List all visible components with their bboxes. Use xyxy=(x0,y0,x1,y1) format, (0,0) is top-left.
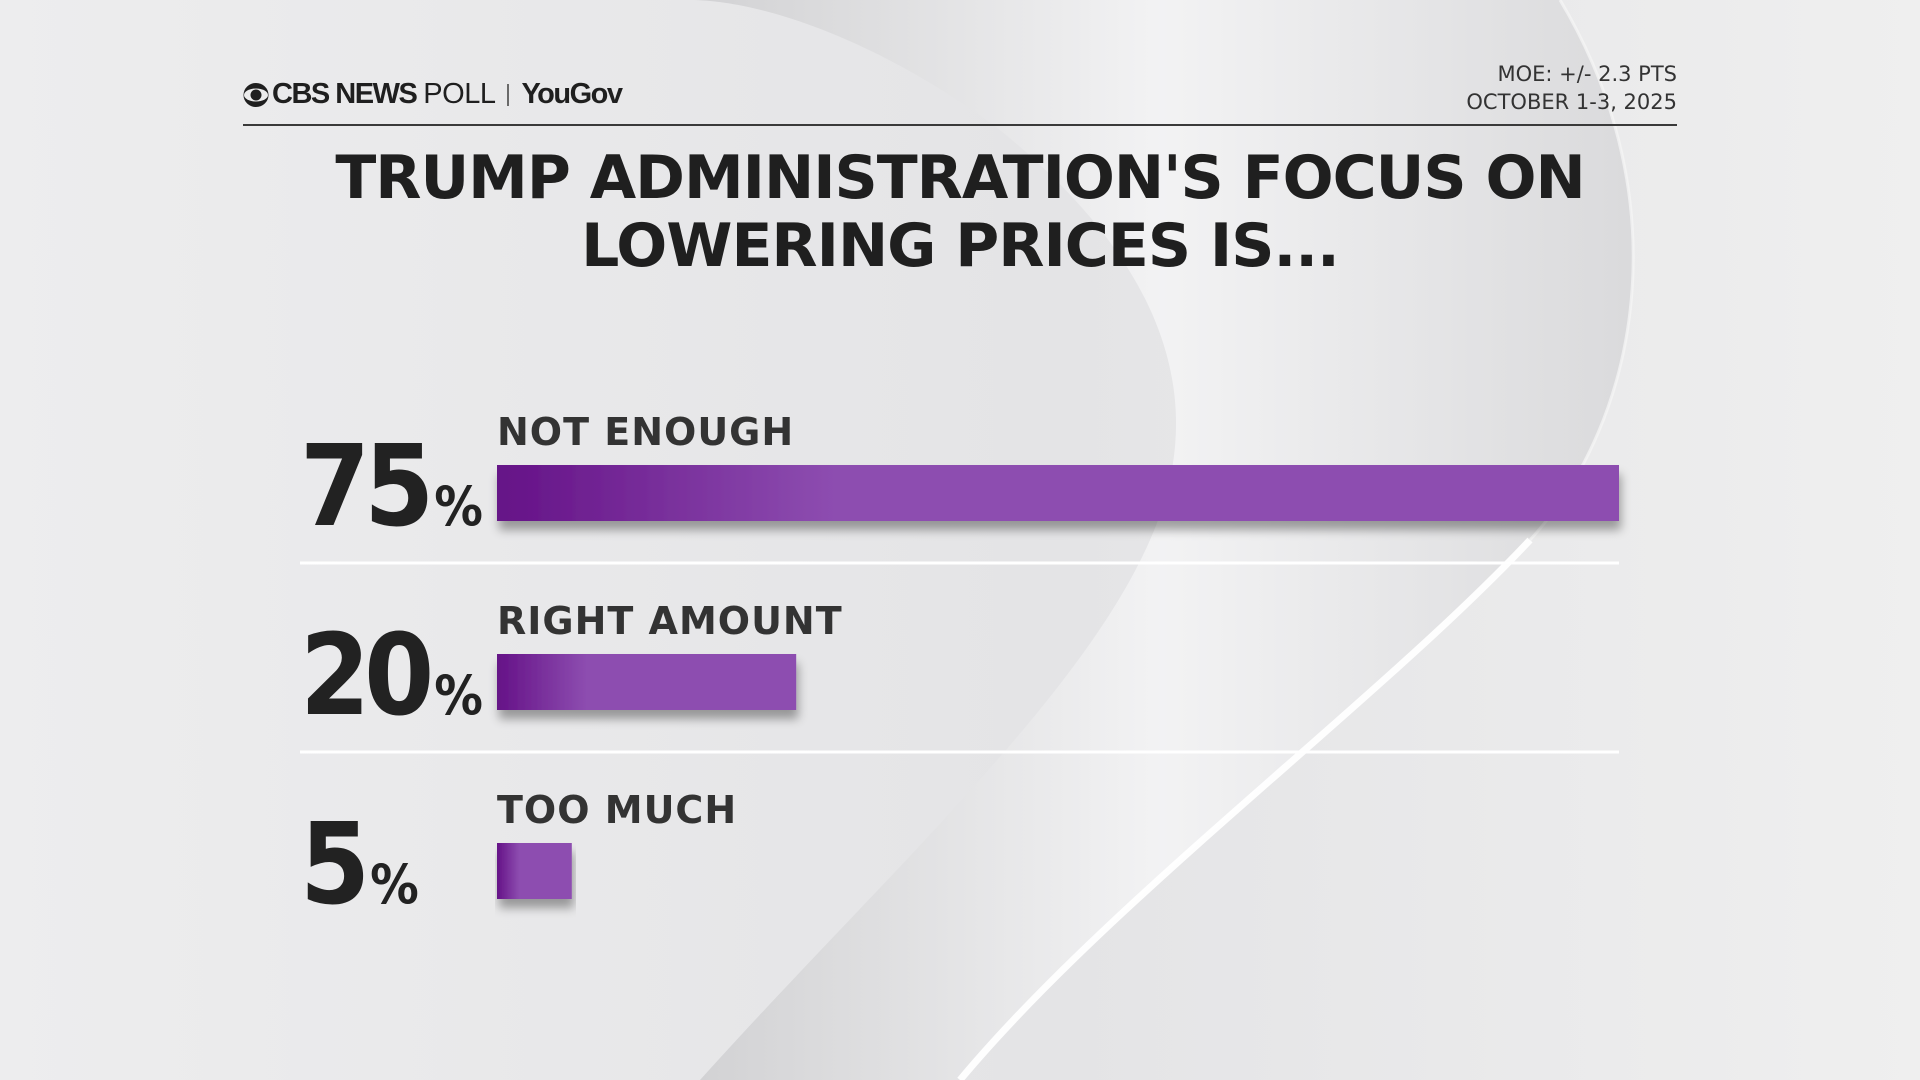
page-title: TRUMP ADMINISTRATION'S FOCUS ON LOWERING… xyxy=(243,144,1677,280)
poll-dates: OCTOBER 1-3, 2025 xyxy=(1466,90,1677,114)
margin-of-error: MOE: +/- 2.3 PTS xyxy=(1497,62,1677,86)
value-label-not-enough: 75% xyxy=(300,422,482,552)
bar-not-enough xyxy=(497,465,1619,521)
value-label-too-much: 5% xyxy=(300,800,418,930)
poll-meta: MOE: +/- 2.3 PTS OCTOBER 1-3, 2025 xyxy=(1466,60,1677,116)
value-label-right-amount: 20% xyxy=(300,611,482,741)
brand-cbs-news: CBS NEWS xyxy=(272,78,418,110)
category-label-right-amount: RIGHT AMOUNT xyxy=(497,599,843,643)
bar-too-much xyxy=(497,843,572,899)
header: CBS NEWS POLL YouGov MOE: +/- 2.3 PTS OC… xyxy=(243,60,1677,126)
brand-logo: CBS NEWS POLL YouGov xyxy=(243,78,623,111)
category-label-too-much: TOO MUCH xyxy=(497,788,737,832)
title-line-2: LOWERING PRICES IS... xyxy=(581,211,1340,281)
brand-yougov: YouGov xyxy=(521,78,623,110)
cbs-eye-icon xyxy=(243,82,269,107)
category-label-not-enough: NOT ENOUGH xyxy=(497,410,794,454)
bar-right-amount xyxy=(497,654,797,710)
brand-divider xyxy=(507,83,510,106)
title-line-1: TRUMP ADMINISTRATION'S FOCUS ON xyxy=(335,143,1585,213)
brand-poll: POLL xyxy=(423,78,496,110)
